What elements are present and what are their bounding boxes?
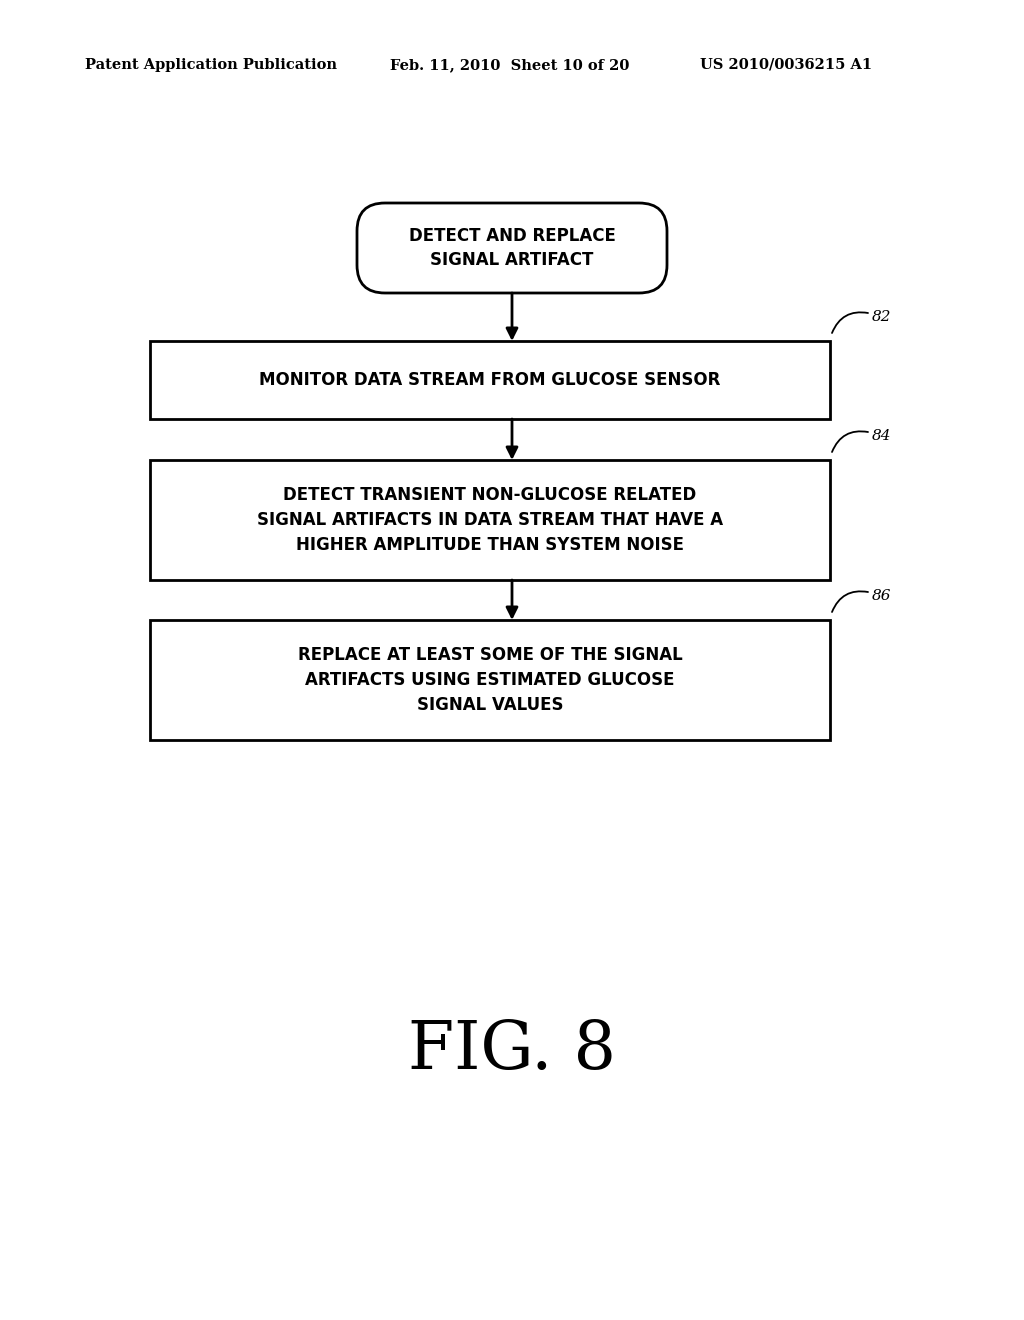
FancyBboxPatch shape xyxy=(150,459,830,579)
FancyBboxPatch shape xyxy=(357,203,667,293)
Text: DETECT AND REPLACE
SIGNAL ARTIFACT: DETECT AND REPLACE SIGNAL ARTIFACT xyxy=(409,227,615,269)
Text: US 2010/0036215 A1: US 2010/0036215 A1 xyxy=(700,58,872,73)
Text: FIG. 8: FIG. 8 xyxy=(408,1018,616,1082)
Text: 86: 86 xyxy=(872,589,892,603)
Text: 84: 84 xyxy=(872,429,892,444)
FancyBboxPatch shape xyxy=(150,341,830,418)
Text: Patent Application Publication: Patent Application Publication xyxy=(85,58,337,73)
Text: REPLACE AT LEAST SOME OF THE SIGNAL
ARTIFACTS USING ESTIMATED GLUCOSE
SIGNAL VAL: REPLACE AT LEAST SOME OF THE SIGNAL ARTI… xyxy=(298,645,682,714)
Text: DETECT TRANSIENT NON-GLUCOSE RELATED
SIGNAL ARTIFACTS IN DATA STREAM THAT HAVE A: DETECT TRANSIENT NON-GLUCOSE RELATED SIG… xyxy=(257,486,723,554)
Text: MONITOR DATA STREAM FROM GLUCOSE SENSOR: MONITOR DATA STREAM FROM GLUCOSE SENSOR xyxy=(259,371,721,389)
Text: 82: 82 xyxy=(872,310,892,323)
Text: Feb. 11, 2010  Sheet 10 of 20: Feb. 11, 2010 Sheet 10 of 20 xyxy=(390,58,630,73)
FancyBboxPatch shape xyxy=(150,620,830,741)
